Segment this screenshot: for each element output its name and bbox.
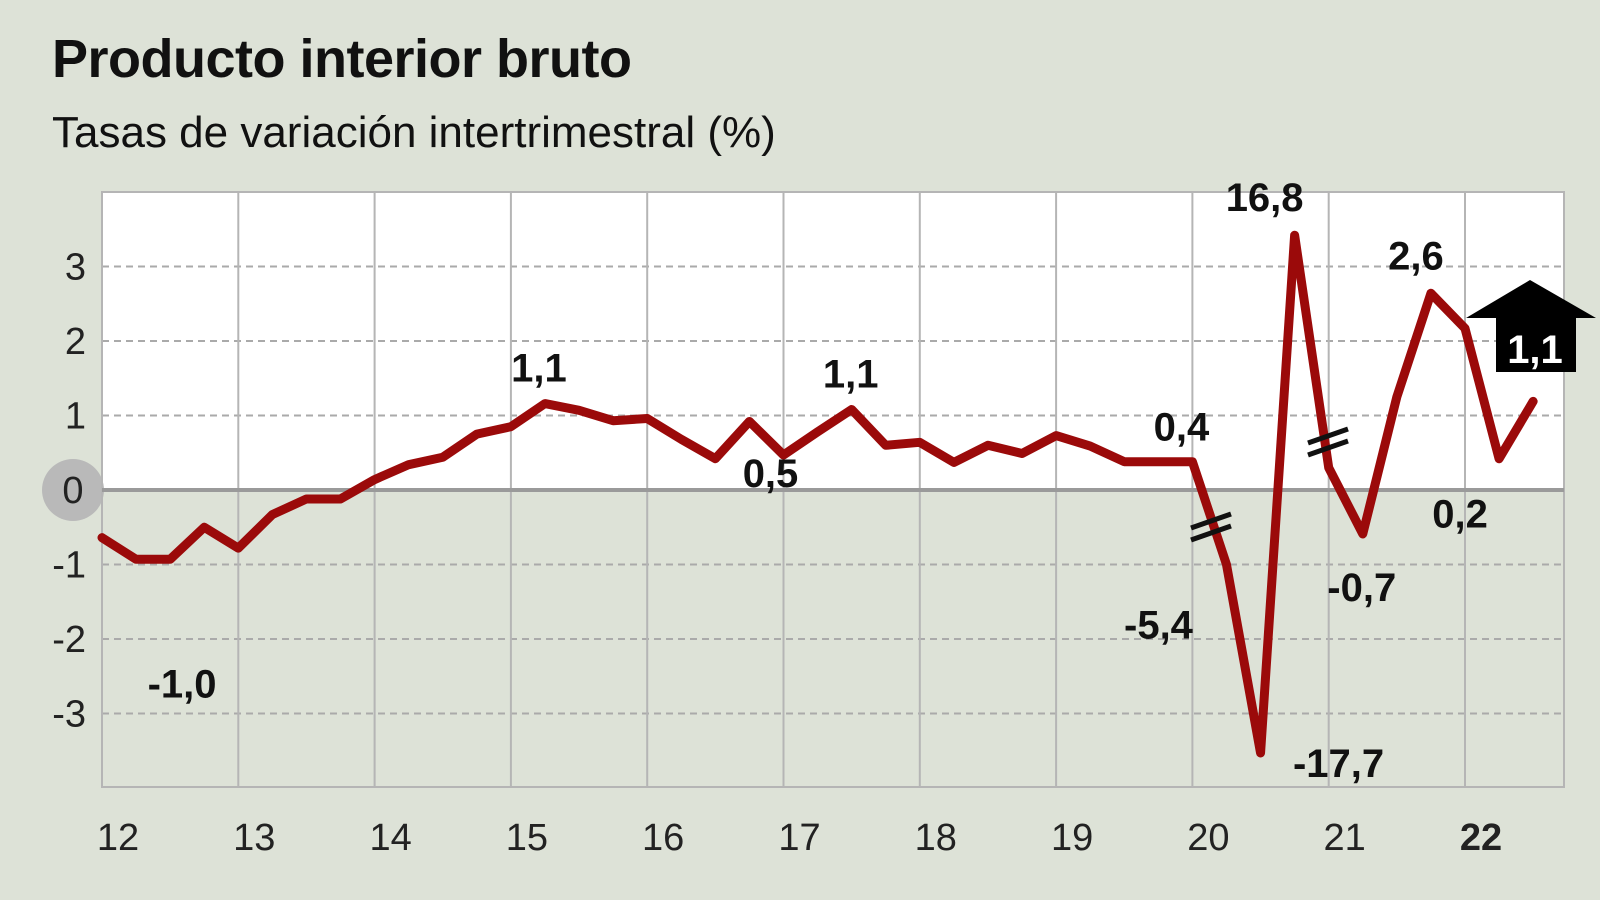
- x-tick-label: 17: [778, 817, 820, 859]
- y-tick-label: 2: [65, 321, 86, 363]
- y-tick-label: 0: [62, 470, 83, 512]
- data-label: 1,1: [823, 353, 879, 397]
- y-tick-label: 1: [65, 396, 86, 438]
- axis-break-icon: [1190, 511, 1232, 531]
- chart-title: Producto interior bruto: [52, 29, 632, 89]
- x-tick-label: 18: [915, 817, 957, 859]
- data-label: 0,2: [1432, 493, 1488, 537]
- y-tick-label: -2: [52, 619, 86, 661]
- x-tick-label: 22: [1460, 817, 1502, 859]
- axis-break-icon: [1307, 426, 1349, 446]
- data-label: -17,7: [1293, 742, 1384, 786]
- highlight-value-label: 1,1: [1507, 328, 1563, 372]
- data-label: 1,1: [511, 347, 567, 391]
- chart-subtitle: Tasas de variación intertrimestral (%): [52, 108, 776, 157]
- y-tick-label: -1: [52, 545, 86, 587]
- zero-marker-icon: [42, 459, 104, 521]
- data-label: -5,4: [1124, 604, 1194, 648]
- y-tick-label: 3: [65, 247, 86, 289]
- x-tick-label: 13: [233, 817, 275, 859]
- axis-break-icon: [1307, 438, 1349, 458]
- x-tick-label: 14: [369, 817, 411, 859]
- up-arrow-icon: [1466, 280, 1596, 372]
- x-tick-label: 20: [1187, 817, 1229, 859]
- data-label: 16,8: [1226, 176, 1304, 220]
- x-tick-label: 15: [506, 817, 548, 859]
- x-tick-label: 12: [97, 817, 139, 859]
- y-tick-label: -3: [52, 694, 86, 736]
- data-label: 0,5: [743, 452, 799, 496]
- data-label: -1,0: [148, 662, 217, 706]
- data-label: 2,6: [1388, 234, 1444, 278]
- x-tick-label: 16: [642, 817, 684, 859]
- data-label: 0,4: [1154, 406, 1210, 450]
- x-tick-label: 21: [1324, 817, 1366, 859]
- x-tick-label: 19: [1051, 817, 1093, 859]
- data-label: -0,7: [1327, 566, 1396, 610]
- axis-break-icon: [1190, 523, 1232, 543]
